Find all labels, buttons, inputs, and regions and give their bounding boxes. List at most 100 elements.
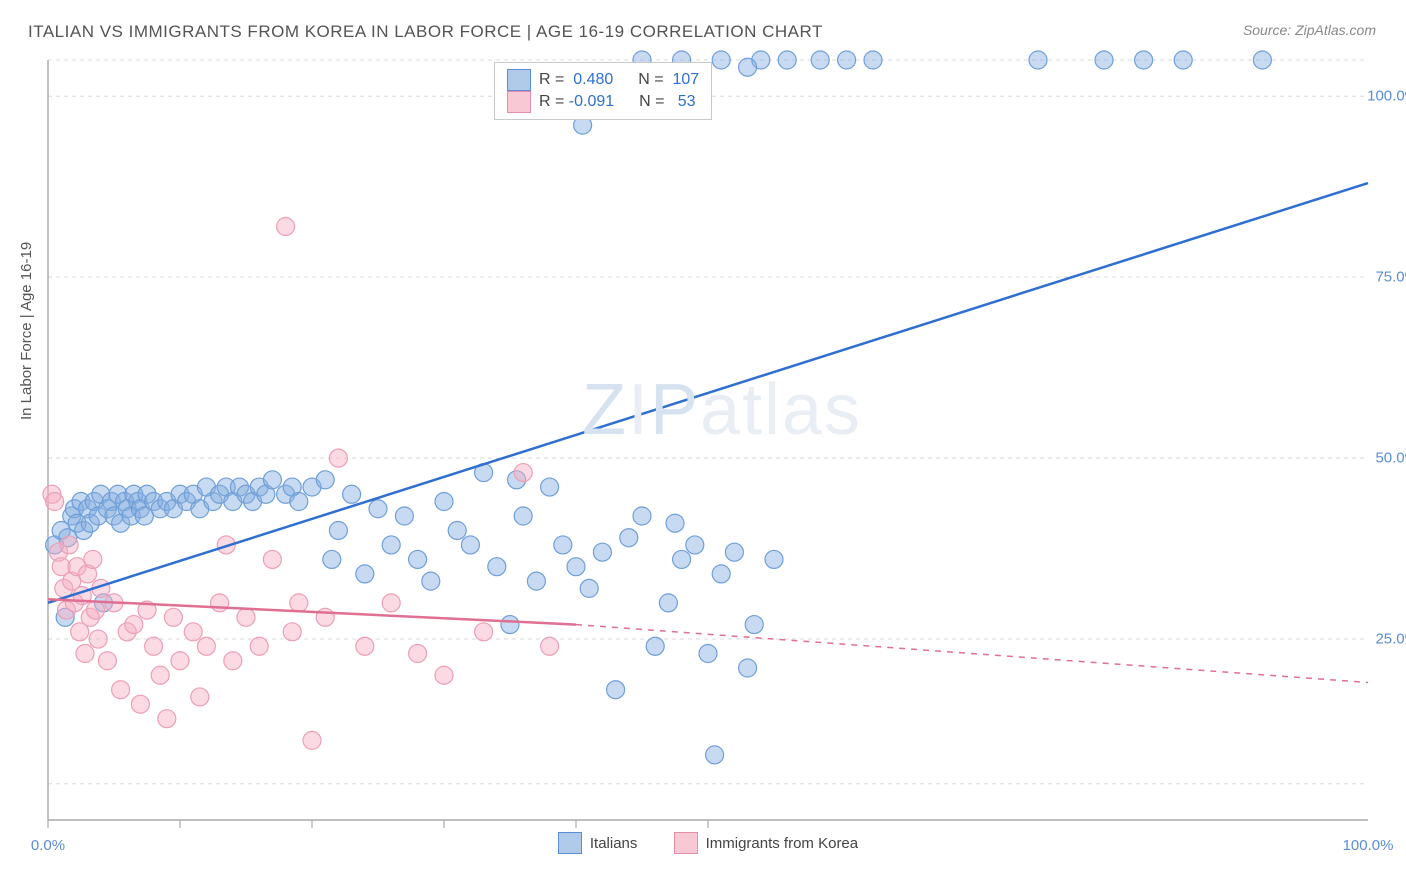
data-point-italians: [554, 536, 572, 554]
data-point-italians: [712, 51, 730, 69]
data-point-italians: [1095, 51, 1113, 69]
legend-label: Italians: [590, 835, 638, 852]
data-point-italians: [323, 550, 341, 568]
data-point-korea: [283, 623, 301, 641]
data-point-korea: [151, 666, 169, 684]
legend-row-korea: R = -0.091 N = 53: [507, 91, 699, 113]
data-point-italians: [593, 543, 611, 561]
data-point-italians: [673, 550, 691, 568]
data-point-italians: [1135, 51, 1153, 69]
data-point-italians: [659, 594, 677, 612]
data-point-korea: [184, 623, 202, 641]
data-point-korea: [89, 630, 107, 648]
data-point-italians: [369, 500, 387, 518]
data-point-italians: [488, 558, 506, 576]
data-point-italians: [316, 471, 334, 489]
data-point-italians: [409, 550, 427, 568]
data-point-korea: [409, 645, 427, 663]
data-point-italians: [706, 746, 724, 764]
x-tick-label: 100.0%: [1343, 837, 1394, 854]
data-point-italians: [686, 536, 704, 554]
swatch-italians-icon: [507, 69, 531, 91]
data-point-italians: [745, 616, 763, 634]
data-point-korea: [131, 695, 149, 713]
data-point-korea: [125, 616, 143, 634]
swatch-korea-icon: [674, 832, 698, 854]
data-point-korea: [145, 637, 163, 655]
data-point-italians: [765, 550, 783, 568]
source-attribution: Source: ZipAtlas.com: [1243, 22, 1376, 38]
data-point-korea: [435, 666, 453, 684]
data-point-korea: [60, 536, 78, 554]
legend-label: Immigrants from Korea: [706, 835, 859, 852]
data-point-italians: [725, 543, 743, 561]
regression-ext-korea: [576, 625, 1368, 683]
swatch-korea-icon: [507, 91, 531, 113]
y-axis-label: In Labor Force | Age 16-19: [18, 242, 35, 420]
chart-svg: [48, 60, 1368, 820]
chart-plot-area: ZIPatlas R = 0.480 N = 107 R = -0.091 N …: [48, 60, 1368, 820]
data-point-italians: [356, 565, 374, 583]
data-point-italians: [461, 536, 479, 554]
data-point-korea: [303, 731, 321, 749]
legend-series-labels: Italians Immigrants from Korea: [48, 832, 1368, 858]
data-point-italians: [739, 58, 757, 76]
data-point-italians: [699, 645, 717, 663]
data-point-korea: [112, 681, 130, 699]
data-point-italians: [633, 507, 651, 525]
swatch-italians-icon: [558, 832, 582, 854]
legend-stats-box: R = 0.480 N = 107 R = -0.091 N = 53: [494, 62, 712, 120]
y-tick-label: 100.0%: [1367, 88, 1406, 105]
data-point-korea: [541, 637, 559, 655]
chart-title: ITALIAN VS IMMIGRANTS FROM KOREA IN LABO…: [28, 22, 823, 42]
data-point-korea: [290, 594, 308, 612]
y-tick-label: 75.0%: [1375, 269, 1406, 286]
data-point-italians: [290, 493, 308, 511]
data-point-korea: [224, 652, 242, 670]
data-point-italians: [646, 637, 664, 655]
y-tick-label: 50.0%: [1375, 450, 1406, 467]
legend-item-korea: Immigrants from Korea: [674, 832, 859, 854]
legend-row-italians: R = 0.480 N = 107: [507, 69, 699, 91]
data-point-italians: [1253, 51, 1271, 69]
data-point-korea: [46, 493, 64, 511]
data-point-korea: [191, 688, 209, 706]
data-point-italians: [514, 507, 532, 525]
x-tick-label: 0.0%: [31, 837, 65, 854]
data-point-korea: [356, 637, 374, 655]
data-point-korea: [237, 608, 255, 626]
data-point-italians: [778, 51, 796, 69]
data-point-italians: [263, 471, 281, 489]
data-point-italians: [527, 572, 545, 590]
data-point-italians: [864, 51, 882, 69]
data-point-korea: [84, 550, 102, 568]
data-point-korea: [250, 637, 268, 655]
data-point-korea: [263, 550, 281, 568]
data-point-korea: [87, 601, 105, 619]
data-point-italians: [435, 493, 453, 511]
data-point-italians: [567, 558, 585, 576]
data-point-italians: [382, 536, 400, 554]
data-point-korea: [164, 608, 182, 626]
data-point-italians: [580, 579, 598, 597]
data-point-italians: [620, 529, 638, 547]
data-point-italians: [541, 478, 559, 496]
data-point-korea: [382, 594, 400, 612]
data-point-korea: [514, 464, 532, 482]
data-point-italians: [666, 514, 684, 532]
data-point-italians: [329, 521, 347, 539]
data-point-italians: [395, 507, 413, 525]
data-point-korea: [171, 652, 189, 670]
data-point-italians: [712, 565, 730, 583]
data-point-italians: [422, 572, 440, 590]
data-point-korea: [329, 449, 347, 467]
data-point-korea: [98, 652, 116, 670]
data-point-italians: [1029, 51, 1047, 69]
legend-item-italians: Italians: [558, 832, 638, 854]
data-point-italians: [739, 659, 757, 677]
data-point-italians: [501, 616, 519, 634]
data-point-korea: [76, 645, 94, 663]
data-point-italians: [838, 51, 856, 69]
regression-line-italians: [48, 183, 1368, 603]
y-tick-label: 25.0%: [1375, 631, 1406, 648]
